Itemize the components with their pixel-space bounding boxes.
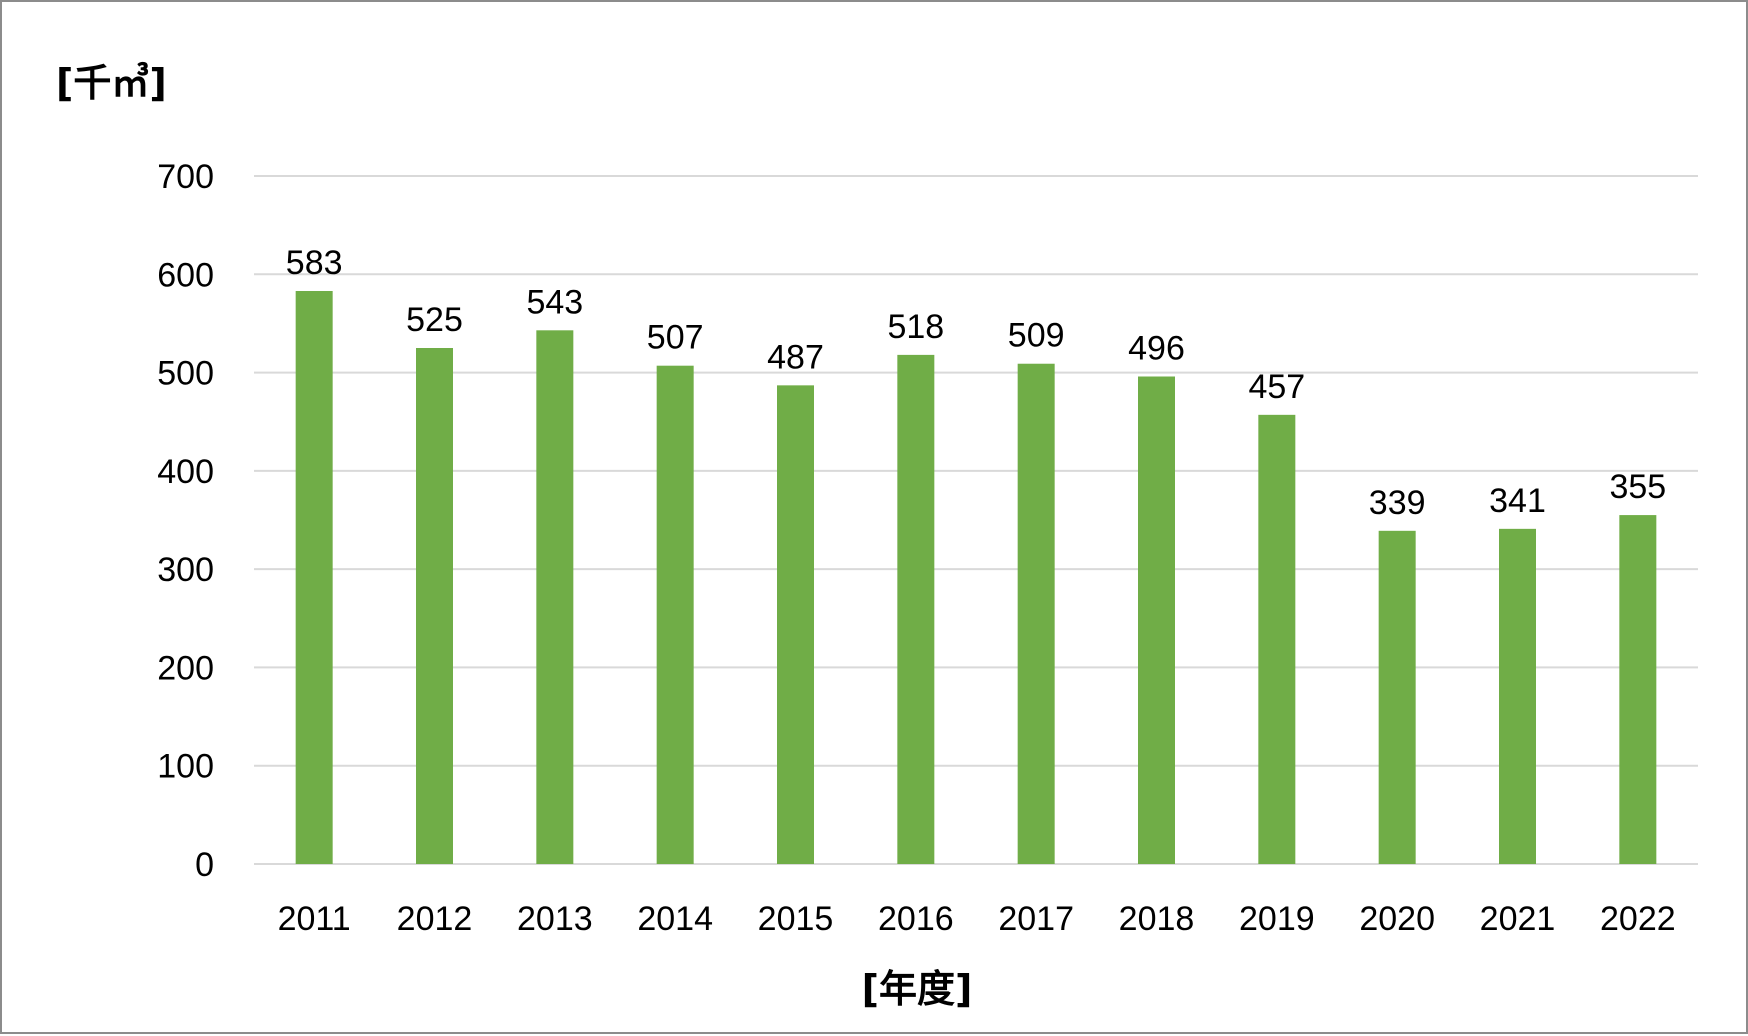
bar-2012	[416, 348, 453, 864]
x-tick-labels: 2011 2012 2013 2014 2015 2016 2017 2018 2019 2020…	[278, 900, 1676, 938]
bar-2019	[1258, 414, 1296, 864]
x-tick-label-2015: 2015	[758, 900, 834, 938]
bars	[295, 290, 1657, 865]
x-tick-label-2022: 2022	[1600, 900, 1676, 938]
data-label-2020: 339	[1369, 484, 1426, 522]
bar-2022	[1619, 515, 1657, 864]
y-tick-label: 0	[195, 846, 214, 884]
y-tick-labels: 0 100 200 300 400 500 600 700	[157, 158, 214, 884]
data-labels: 583 525 543 507 487 518 509 496 457 339 341 355	[286, 244, 1666, 522]
x-tick-label-2016: 2016	[878, 900, 954, 938]
bar-2018	[1138, 376, 1175, 864]
y-tick-label: 300	[157, 551, 214, 589]
data-label-2013: 543	[526, 283, 583, 321]
y-tick-label: 500	[157, 355, 214, 393]
y-tick-label: 700	[157, 158, 214, 196]
x-tick-label-2018: 2018	[1119, 900, 1195, 938]
bar-2014	[656, 365, 694, 864]
y-tick-label: 600	[157, 256, 214, 294]
data-label-2012: 525	[406, 301, 463, 339]
x-tick-label-2012: 2012	[397, 900, 473, 938]
y-axis-title: [千㎥]	[56, 61, 167, 105]
bar-2011	[295, 290, 333, 865]
y-tick-label: 400	[157, 453, 214, 491]
x-tick-label-2017: 2017	[998, 900, 1074, 938]
x-tick-label-2021: 2021	[1480, 900, 1556, 938]
x-tick-label-2013: 2013	[517, 900, 593, 938]
x-tick-label-2019: 2019	[1239, 900, 1315, 938]
data-label-2018: 496	[1128, 330, 1185, 368]
data-label-2019: 457	[1248, 368, 1305, 406]
bar-2016	[897, 354, 935, 864]
data-label-2011: 583	[286, 244, 343, 282]
y-tick-label: 200	[157, 649, 214, 687]
data-label-2015: 487	[767, 338, 824, 376]
y-tick-label: 100	[157, 748, 214, 786]
data-label-2021: 341	[1489, 482, 1546, 520]
x-tick-label-2011: 2011	[278, 900, 351, 938]
data-label-2016: 518	[887, 308, 944, 346]
bar-2017	[1017, 363, 1055, 864]
bar-2015	[777, 385, 814, 864]
data-label-2022: 355	[1609, 468, 1666, 506]
x-tick-label-2014: 2014	[637, 900, 713, 938]
x-axis-title: [年度]	[862, 967, 973, 1011]
bar-2013	[536, 330, 574, 864]
data-label-2014: 507	[647, 319, 704, 357]
x-tick-label-2020: 2020	[1359, 900, 1435, 938]
gridlines	[254, 175, 1698, 865]
bar-2021	[1499, 528, 1536, 864]
data-label-2017: 509	[1008, 317, 1065, 355]
bar-2020	[1378, 530, 1416, 864]
